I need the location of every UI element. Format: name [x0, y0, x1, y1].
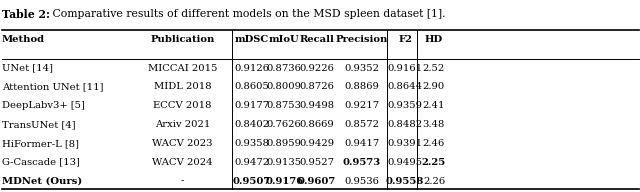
- Text: 0.8669: 0.8669: [300, 120, 334, 129]
- Text: 0.9176: 0.9176: [265, 177, 303, 185]
- Text: 0.9558: 0.9558: [386, 177, 424, 185]
- Text: mIoU: mIoU: [269, 35, 300, 44]
- Text: 0.9495: 0.9495: [388, 158, 422, 167]
- Text: F2: F2: [398, 35, 412, 44]
- Text: 0.7626: 0.7626: [267, 120, 301, 129]
- Text: 0.8753: 0.8753: [267, 101, 301, 110]
- Text: 2.90: 2.90: [423, 83, 445, 91]
- Text: WACV 2024: WACV 2024: [152, 158, 212, 167]
- Text: 0.8605: 0.8605: [234, 83, 269, 91]
- Text: 0.9177: 0.9177: [234, 101, 269, 110]
- Text: 0.9217: 0.9217: [344, 101, 379, 110]
- Text: 0.8736: 0.8736: [267, 64, 301, 73]
- Text: Method: Method: [2, 35, 45, 44]
- Text: Recall: Recall: [300, 35, 334, 44]
- Text: 0.9536: 0.9536: [344, 177, 379, 185]
- Text: 0.9417: 0.9417: [344, 139, 380, 148]
- Text: 0.8959: 0.8959: [267, 139, 301, 148]
- Text: Precision: Precision: [335, 35, 388, 44]
- Text: MICCAI 2015: MICCAI 2015: [148, 64, 217, 73]
- Text: TransUNet [4]: TransUNet [4]: [2, 120, 76, 129]
- Text: 2.26: 2.26: [423, 177, 445, 185]
- Text: WACV 2023: WACV 2023: [152, 139, 212, 148]
- Text: 0.9472: 0.9472: [234, 158, 269, 167]
- Text: 0.9126: 0.9126: [234, 64, 269, 73]
- Text: 2.41: 2.41: [422, 101, 445, 110]
- Text: 0.9135: 0.9135: [267, 158, 301, 167]
- Text: 3.48: 3.48: [423, 120, 445, 129]
- Text: Arxiv 2021: Arxiv 2021: [155, 120, 210, 129]
- Text: 0.9391: 0.9391: [388, 139, 422, 148]
- Text: 0.9507: 0.9507: [232, 177, 271, 185]
- Text: -: -: [180, 177, 184, 185]
- Text: 0.8726: 0.8726: [300, 83, 334, 91]
- Text: 2.52: 2.52: [423, 64, 445, 73]
- Text: 0.9352: 0.9352: [344, 64, 379, 73]
- Text: 0.8402: 0.8402: [234, 120, 269, 129]
- Text: 0.8644: 0.8644: [388, 83, 422, 91]
- Text: 0.9573: 0.9573: [342, 158, 381, 167]
- Text: ECCV 2018: ECCV 2018: [153, 101, 212, 110]
- Text: DeepLabv3+ [5]: DeepLabv3+ [5]: [2, 101, 84, 110]
- Text: 0.9429: 0.9429: [300, 139, 334, 148]
- Text: MDNet (Ours): MDNet (Ours): [2, 177, 82, 185]
- Text: HiFormer-L [8]: HiFormer-L [8]: [2, 139, 79, 148]
- Text: 0.9607: 0.9607: [298, 177, 336, 185]
- Text: 2.46: 2.46: [423, 139, 445, 148]
- Text: MIDL 2018: MIDL 2018: [154, 83, 211, 91]
- Text: 0.8869: 0.8869: [344, 83, 379, 91]
- Text: UNet [14]: UNet [14]: [2, 64, 53, 73]
- Text: G-Cascade [13]: G-Cascade [13]: [2, 158, 80, 167]
- Text: Table 2:: Table 2:: [2, 9, 50, 20]
- Text: 2.25: 2.25: [422, 158, 446, 167]
- Text: mDSC: mDSC: [234, 35, 269, 44]
- Text: Publication: Publication: [150, 35, 214, 44]
- Text: Comparative results of different models on the MSD spleen dataset [1].: Comparative results of different models …: [49, 9, 445, 19]
- Text: 0.9226: 0.9226: [300, 64, 334, 73]
- Text: 0.9161: 0.9161: [388, 64, 422, 73]
- Text: 0.9527: 0.9527: [300, 158, 334, 167]
- Text: 0.8572: 0.8572: [344, 120, 379, 129]
- Text: 0.8482: 0.8482: [388, 120, 422, 129]
- Text: 0.9498: 0.9498: [300, 101, 334, 110]
- Text: 0.8009: 0.8009: [267, 83, 301, 91]
- Text: 0.9359: 0.9359: [388, 101, 422, 110]
- Text: 0.9358: 0.9358: [234, 139, 269, 148]
- Text: HD: HD: [425, 35, 443, 44]
- Text: Attention UNet [11]: Attention UNet [11]: [2, 83, 104, 91]
